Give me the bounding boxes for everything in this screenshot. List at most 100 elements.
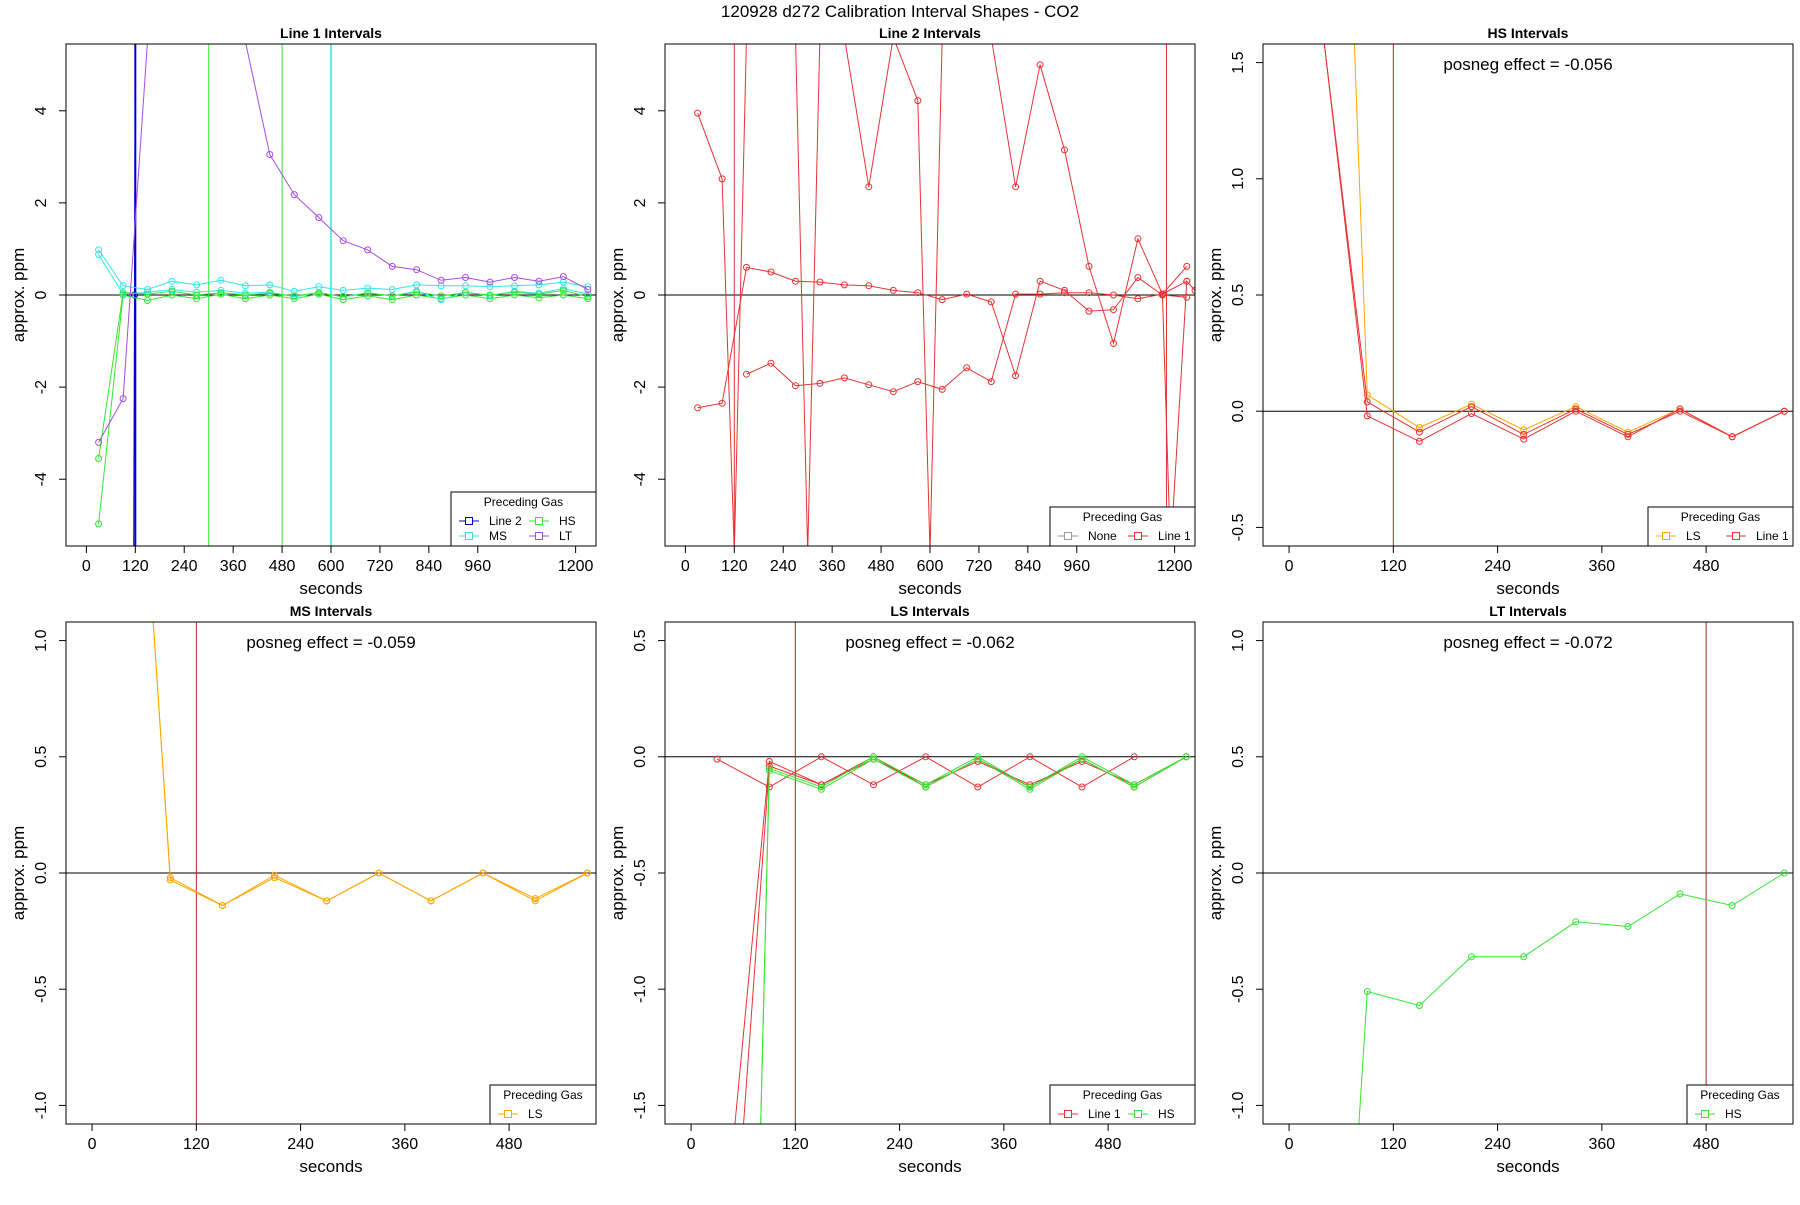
chart-3-ytick-label-4: 1.5 bbox=[1230, 51, 1247, 73]
chart-1-xtick-label-9: 1200 bbox=[558, 558, 594, 575]
chart-3-xtick-label-3: 360 bbox=[1589, 558, 1616, 575]
chart-3-series-1-point-4 bbox=[1520, 426, 1528, 434]
chart-5-xlabel: seconds bbox=[898, 1157, 961, 1176]
chart-1-series-5-point-6 bbox=[241, 291, 249, 299]
chart-4-xtick-label-3: 360 bbox=[392, 1136, 419, 1153]
chart-5-frame bbox=[664, 621, 1196, 1125]
chart-4-series-1-line bbox=[152, 622, 588, 907]
chart-2-series-1-point-9 bbox=[865, 183, 873, 191]
chart-1-ytick-label-2: 0 bbox=[33, 290, 50, 299]
chart-1-series-3-point-1 bbox=[119, 282, 127, 290]
chart-6-ytick-label-3: 0.5 bbox=[1230, 746, 1247, 768]
chart-2-series-2-point-18 bbox=[1134, 274, 1142, 281]
chart-4-plot-area bbox=[66, 622, 596, 1124]
chart-1-series-3-point-0 bbox=[95, 246, 103, 254]
chart-4-annotation: posneg effect = -0.059 bbox=[246, 633, 415, 652]
chart-1-series-2-point-18 bbox=[535, 294, 543, 302]
chart-1-series-4-point-2 bbox=[144, 288, 151, 296]
chart-6-annotation: posneg effect = -0.072 bbox=[1443, 633, 1612, 652]
chart-1-series-3-point-18 bbox=[535, 281, 543, 289]
chart-5-xtick-label-0: 0 bbox=[687, 1136, 696, 1153]
chart-1-legend: Preceding Gas Line 2 HS MS LT bbox=[450, 491, 597, 547]
chart-6-series-1-point-8 bbox=[1728, 902, 1736, 909]
chart-2-xtick-label-6: 720 bbox=[966, 558, 993, 575]
chart-2-series-1-point-21 bbox=[1134, 235, 1142, 243]
chart-2-legend-swatch-1 bbox=[1134, 532, 1142, 540]
chart-5-series-5-point-1 bbox=[765, 767, 773, 775]
chart-1-xtick-label-6: 720 bbox=[367, 558, 394, 575]
chart-1-xtick-label-7: 840 bbox=[415, 558, 442, 575]
chart-2-series-1-point-19 bbox=[1085, 262, 1093, 270]
chart-1-series-3-line bbox=[98, 249, 588, 292]
chart-1-legend-label-1: HS bbox=[559, 514, 576, 528]
chart-5-series-5-point-9 bbox=[1182, 753, 1190, 761]
chart-2-series-2-point-2 bbox=[743, 263, 750, 271]
chart-4-series-2-point-4 bbox=[323, 897, 331, 905]
chart-5-xtick-label-3: 360 bbox=[991, 1136, 1018, 1153]
chart-1-series-4-point-14 bbox=[437, 296, 445, 304]
chart-2-title: Line 2 Intervals bbox=[879, 25, 981, 41]
chart-1-series-5-point-7 bbox=[266, 289, 274, 297]
chart-1-series-5-point-3 bbox=[168, 287, 176, 295]
chart-4-ytick-label-1: -0.5 bbox=[33, 975, 50, 1003]
chart-5-ytick-label-2: -0.5 bbox=[632, 859, 649, 887]
chart-3-series-3-line bbox=[1323, 44, 1785, 442]
chart-2-series-1-point-18 bbox=[1061, 146, 1068, 154]
chart-2-series-3-point-12 bbox=[1036, 290, 1044, 298]
chart-1-series-5-point-2 bbox=[144, 290, 151, 298]
chart-5-legend-label-0: Line 1 bbox=[1088, 1107, 1121, 1121]
chart-1-series-6-point-18 bbox=[535, 277, 543, 285]
chart-1-ytick-label-0: -4 bbox=[33, 472, 50, 486]
chart-1-xtick-label-5: 600 bbox=[318, 558, 345, 575]
chart-2-series-2-point-17 bbox=[1110, 306, 1117, 314]
chart-3-legend: Preceding Gas LS Line 1 bbox=[1647, 506, 1794, 547]
chart-5-ylabel: approx. ppm bbox=[608, 826, 627, 921]
chart-2-xtick-label-0: 0 bbox=[681, 558, 690, 575]
chart-2-series-2-point-13 bbox=[1012, 372, 1020, 380]
chart-6-ytick-label-4: 1.0 bbox=[1230, 629, 1247, 651]
chart-2-series-2-point-16 bbox=[1085, 307, 1093, 315]
chart-2-series-2-point-5 bbox=[816, 278, 824, 286]
chart-5-xtick-label-1: 120 bbox=[782, 1136, 809, 1153]
chart-1-series-6-point-19 bbox=[559, 273, 567, 281]
chart-3-series-3-point-7 bbox=[1676, 405, 1684, 413]
chart-3-series-1-point-6 bbox=[1624, 428, 1632, 436]
chart-3-frame bbox=[1262, 43, 1794, 547]
chart-3-series-1-point-2 bbox=[1415, 424, 1423, 431]
chart-1-legend-swatch-3 bbox=[535, 532, 543, 540]
chart-1-series-5-point-8 bbox=[290, 292, 298, 300]
chart-2-series-2-point-12 bbox=[987, 298, 995, 306]
chart-3-ylabel: approx. ppm bbox=[1206, 248, 1225, 343]
chart-2-series-3-point-0 bbox=[743, 370, 750, 378]
chart-5-series-1-point-5 bbox=[974, 783, 982, 791]
chart-6-xlabel: seconds bbox=[1496, 1157, 1559, 1176]
chart-4-series-2-point-6 bbox=[427, 897, 435, 905]
chart-2-ylabel: approx. ppm bbox=[608, 248, 627, 343]
chart-1-series-5-point-4 bbox=[193, 291, 200, 299]
chart-5-series-1-point-0 bbox=[713, 755, 721, 763]
chart-6-ytick-label-1: -0.5 bbox=[1230, 975, 1247, 1003]
chart-5-ytick-label-1: -1.0 bbox=[632, 975, 649, 1003]
chart-2-ytick-label-3: 2 bbox=[632, 198, 649, 207]
chart-6-series-1-point-1 bbox=[1363, 988, 1371, 995]
chart-4-legend-title: Preceding Gas bbox=[503, 1088, 582, 1102]
chart-2-legend-title: Preceding Gas bbox=[1083, 510, 1162, 524]
chart-2-legend-label-1: Line 1 bbox=[1158, 529, 1191, 543]
chart-4-legend: Preceding Gas LS bbox=[489, 1084, 597, 1125]
chart-5-legend: Preceding Gas Line 1 HS bbox=[1049, 1084, 1196, 1125]
chart-2-series-2-point-3 bbox=[767, 268, 775, 276]
chart-4-series-2-point-9 bbox=[583, 869, 591, 877]
chart-2-series-2-point-11 bbox=[963, 290, 971, 298]
chart-2-series-2-point-4 bbox=[792, 277, 799, 285]
chart-2-xtick-label-2: 240 bbox=[770, 558, 797, 575]
chart-3-series-2-point-1 bbox=[1363, 398, 1371, 406]
chart-4: MS Intervals seconds approx. ppm 0 120 240 360… bbox=[9, 603, 597, 1176]
chart-2-series-3-point-7 bbox=[914, 378, 922, 386]
chart-5-series-5-point-8 bbox=[1130, 783, 1138, 791]
chart-2-series-3-point-3 bbox=[816, 379, 824, 387]
chart-1-legend-label-0: Line 2 bbox=[489, 514, 522, 528]
chart-5-series-5-point-2 bbox=[817, 785, 825, 793]
chart-1-series-5-point-12 bbox=[388, 292, 396, 300]
chart-5-series-1-point-8 bbox=[1130, 753, 1138, 761]
chart-1-title: Line 1 Intervals bbox=[280, 25, 382, 41]
